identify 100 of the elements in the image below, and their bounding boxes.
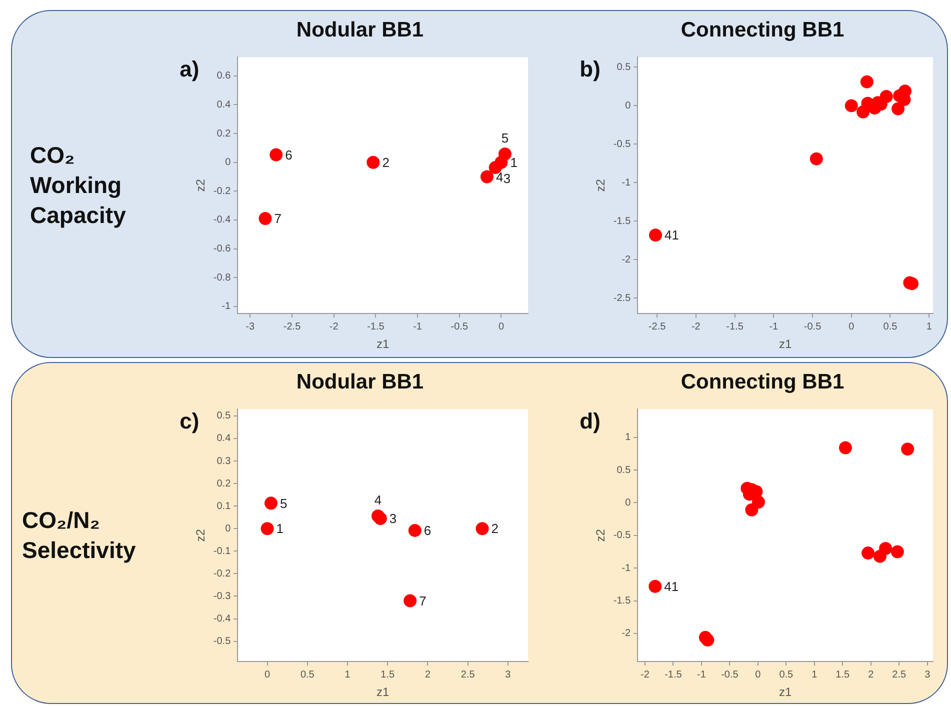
annotation: 7 xyxy=(274,211,282,226)
y-tick-label: 0.2 xyxy=(216,128,232,140)
annotation: 7 xyxy=(419,593,426,608)
y-axis-title: z2 xyxy=(194,178,208,192)
text: d) xyxy=(580,408,600,434)
x-axis-title: z1 xyxy=(376,337,390,352)
point xyxy=(844,99,858,112)
annotation: 6 xyxy=(424,523,432,538)
y-tick-label: -0.4 xyxy=(213,214,232,226)
point xyxy=(890,545,904,558)
x-tick-label: 0.5 xyxy=(779,669,794,680)
point xyxy=(260,522,274,536)
y-tick-label: -2 xyxy=(622,254,632,266)
x-tick-label: -1 xyxy=(696,669,706,680)
x-axis-title: z1 xyxy=(778,685,792,700)
y-tick-label: 0.1 xyxy=(216,500,232,512)
annotation: 41 xyxy=(664,228,679,243)
y-axis-title: z2 xyxy=(194,528,208,542)
x-tick-label: 0 xyxy=(848,321,855,332)
text: a) xyxy=(180,56,200,82)
x-tick-label: 1 xyxy=(344,669,351,680)
y-tick-label: 0.5 xyxy=(216,410,232,422)
annotation: 2 xyxy=(491,521,499,536)
y-tick-label: -2.5 xyxy=(613,292,632,304)
y-tick-label: 1 xyxy=(625,432,632,444)
x-tick-label: 2.5 xyxy=(460,669,476,680)
point xyxy=(488,161,502,174)
x-tick-label: 1.5 xyxy=(836,669,850,680)
x-tick-label: 3 xyxy=(924,669,931,680)
point xyxy=(898,84,912,98)
y-tick-label: 0.6 xyxy=(216,70,232,82)
y-tick-label: 0.3 xyxy=(216,456,232,467)
x-tick-label: -2.5 xyxy=(283,321,302,332)
point xyxy=(879,542,892,555)
y-tick-label: 0 xyxy=(625,100,632,112)
y-tick-label: -1 xyxy=(622,177,632,188)
point xyxy=(372,510,385,523)
x-tick-label: 1 xyxy=(926,321,932,332)
annotation: 6 xyxy=(285,147,292,162)
y-tick-label: 0 xyxy=(225,523,232,534)
x-tick-label: -2 xyxy=(329,321,339,332)
y-tick-label: 0.5 xyxy=(616,62,632,73)
y-tick-label: -0.2 xyxy=(213,186,232,197)
y-tick-label: -2 xyxy=(622,628,632,640)
x-axis-title: z1 xyxy=(778,337,792,352)
x-tick-label: 3 xyxy=(505,669,512,680)
point xyxy=(480,170,494,184)
annotation: 5 xyxy=(501,130,509,146)
y-axis-title: z2 xyxy=(594,528,608,542)
point xyxy=(862,546,875,560)
text: CO₂ Working Capacity xyxy=(30,141,127,230)
x-tick-label: -1.5 xyxy=(664,669,682,680)
annotation: 3 xyxy=(389,511,397,526)
y-tick-label: -0.4 xyxy=(213,614,232,625)
y-tick-label: 0 xyxy=(625,497,632,508)
y-axis-title: z2 xyxy=(594,178,608,192)
point xyxy=(498,148,512,160)
x-tick-label: -3 xyxy=(246,321,256,332)
x-tick-label: -1.5 xyxy=(726,321,744,332)
point xyxy=(810,152,823,166)
chart-title: Connecting BB1 xyxy=(680,18,844,42)
point xyxy=(649,228,662,242)
point xyxy=(270,148,283,162)
x-tick-label: -1.5 xyxy=(367,321,385,332)
y-tick-label: -0.8 xyxy=(213,272,232,284)
annotation: 1 xyxy=(510,154,518,170)
chart-title: Connecting BB1 xyxy=(680,370,844,394)
y-tick-label: -1 xyxy=(222,301,232,312)
point xyxy=(404,594,417,608)
y-tick-label: -1.5 xyxy=(613,216,632,227)
x-tick-label: -2 xyxy=(691,321,701,332)
y-tick-label: 0.2 xyxy=(216,478,232,490)
annotation: 4 xyxy=(496,169,504,184)
x-tick-label: 2 xyxy=(424,669,431,680)
point xyxy=(258,212,272,226)
point xyxy=(408,524,422,537)
x-tick-label: -2.5 xyxy=(648,321,666,332)
chart-title: Nodular BB1 xyxy=(296,370,424,394)
point xyxy=(264,496,278,510)
y-tick-label: -0.1 xyxy=(213,546,232,557)
x-tick-label: 0.5 xyxy=(883,321,898,332)
point xyxy=(701,634,714,647)
annotation: 41 xyxy=(664,578,679,594)
y-tick-label: -0.6 xyxy=(213,244,232,255)
text: c) xyxy=(180,408,200,434)
point xyxy=(892,102,905,116)
x-tick-label: 1 xyxy=(812,669,818,680)
y-tick-label: -1.5 xyxy=(613,596,632,607)
point xyxy=(901,442,914,456)
y-tick-label: -0.5 xyxy=(613,138,632,150)
y-tick-label: -0.3 xyxy=(213,590,232,602)
text: CO₂/N₂ Selectivity xyxy=(22,506,137,565)
annotation: 1 xyxy=(276,521,284,536)
y-tick-label: 0.4 xyxy=(216,433,232,444)
x-tick-label: 0.5 xyxy=(300,669,315,680)
annotation: 3 xyxy=(503,171,511,186)
y-tick-label: -1 xyxy=(622,562,632,574)
x-tick-label: -0.5 xyxy=(450,321,468,332)
x-tick-label: 0 xyxy=(264,669,271,680)
point xyxy=(366,156,380,169)
